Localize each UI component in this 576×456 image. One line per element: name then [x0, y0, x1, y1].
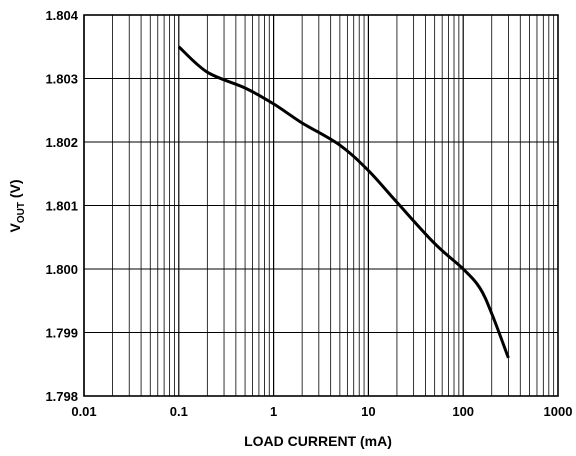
- y-tick-label: 1.802: [45, 135, 78, 150]
- x-tick-label: 0.1: [170, 404, 188, 419]
- x-tick-label: 100: [452, 404, 474, 419]
- y-axis-title-unit: (V): [7, 179, 23, 202]
- series-line: [177, 45, 510, 359]
- y-tick-label: 1.800: [45, 262, 78, 277]
- y-tick-labels: 1.798 1.799 1.800 1.801 1.802 1.803 1.804: [45, 8, 78, 404]
- y-tick-label: 1.803: [45, 72, 78, 87]
- plot-area-frame: [83, 14, 559, 397]
- x-tick-label: 1: [270, 404, 277, 419]
- chart-grid: [83, 14, 558, 397]
- y-tick-label: 1.804: [45, 8, 78, 23]
- y-axis-title-main: V: [7, 223, 23, 233]
- y-axis-title-subscript: OUT: [16, 202, 27, 223]
- x-tick-label: 0.01: [71, 404, 96, 419]
- y-tick-label: 1.801: [45, 199, 78, 214]
- x-axis-title: LOAD CURRENT (mA): [244, 433, 392, 449]
- y-tick-label: 1.799: [45, 326, 78, 341]
- x-tick-labels: 0.01 0.1 1 10 100 1000: [71, 404, 572, 419]
- x-tick-label: 10: [361, 404, 375, 419]
- y-tick-label: 1.798: [45, 389, 78, 404]
- x-tick-label: 1000: [544, 404, 573, 419]
- y-axis-title: VOUT (V): [7, 179, 27, 232]
